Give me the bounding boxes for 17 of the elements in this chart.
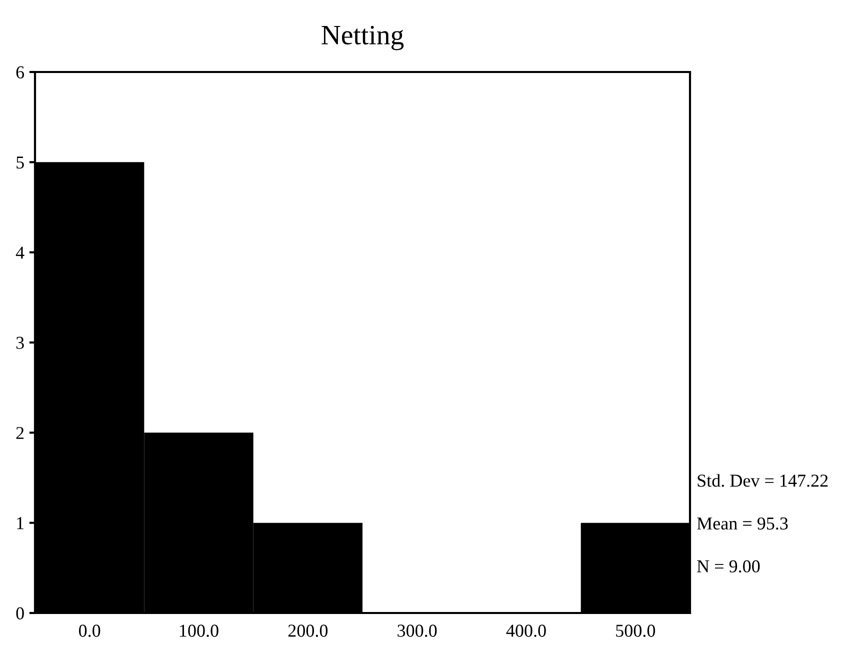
y-tick-label: 3: [16, 336, 24, 349]
y-tick-label: 5: [16, 156, 24, 169]
y-tick-label: 4: [16, 246, 24, 259]
x-tick-label: 400.0: [506, 624, 546, 637]
chart-title: Netting: [322, 26, 404, 50]
x-tick-label: 500.0: [616, 624, 656, 637]
text: Mean = 95.3: [697, 517, 788, 530]
x-tick-label: 200.0: [288, 624, 328, 637]
x-tick-label: 300.0: [398, 624, 437, 637]
y-tick-label: 2: [16, 426, 24, 439]
text: Std. Dev = 147.22: [698, 474, 828, 487]
y-tick-label: 1: [17, 517, 24, 530]
x-tick-label: 0.0: [78, 624, 100, 637]
y-tick-label: 0: [16, 607, 24, 620]
text: N = 9.00: [697, 560, 760, 573]
y-tick-label: 6: [16, 66, 24, 78]
x-tick-label: 100.0: [180, 624, 218, 637]
